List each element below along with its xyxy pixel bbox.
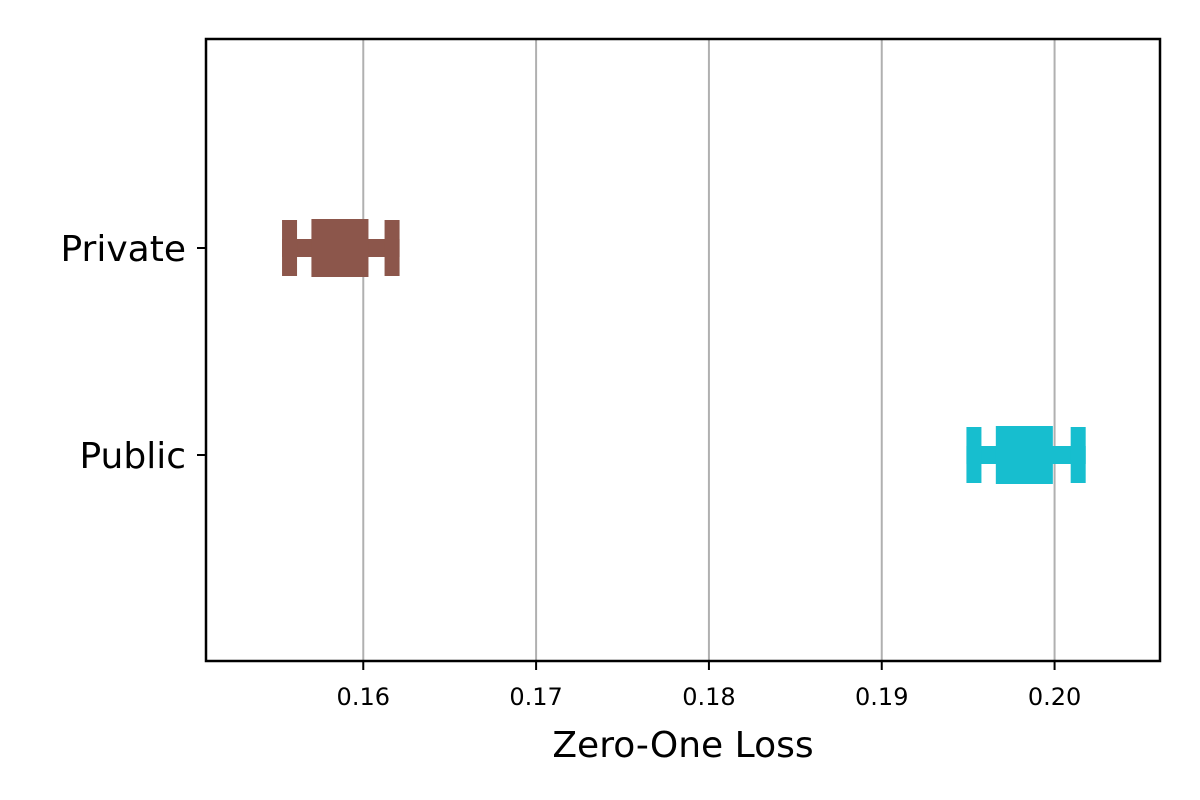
y-tick-label: Public	[79, 436, 186, 477]
whisker-cap-low	[282, 220, 298, 276]
whisker-cap-high	[1070, 427, 1086, 483]
x-tick-label: 0.18	[682, 683, 735, 711]
whisker-cap-high	[384, 220, 400, 276]
whisker-cap-low	[966, 427, 982, 483]
x-axis: 0.16 0.17 0.18 0.19 0.20	[337, 661, 1081, 711]
plot-frame	[204, 37, 1162, 663]
y-axis: Private Public	[60, 229, 206, 477]
range-box	[995, 426, 1053, 484]
y-tick-label: Private	[60, 229, 186, 270]
x-tick-label: 0.16	[337, 683, 390, 711]
range-marker	[282, 219, 400, 277]
data-marks	[282, 219, 1086, 484]
grid-lines	[362, 39, 1056, 661]
x-tick-label: 0.19	[855, 683, 908, 711]
range-marker	[966, 426, 1086, 484]
x-tick-label: 0.17	[509, 683, 562, 711]
range-box	[311, 219, 369, 277]
x-axis-title: Zero-One Loss	[552, 725, 813, 766]
x-tick-label: 0.20	[1028, 683, 1081, 711]
